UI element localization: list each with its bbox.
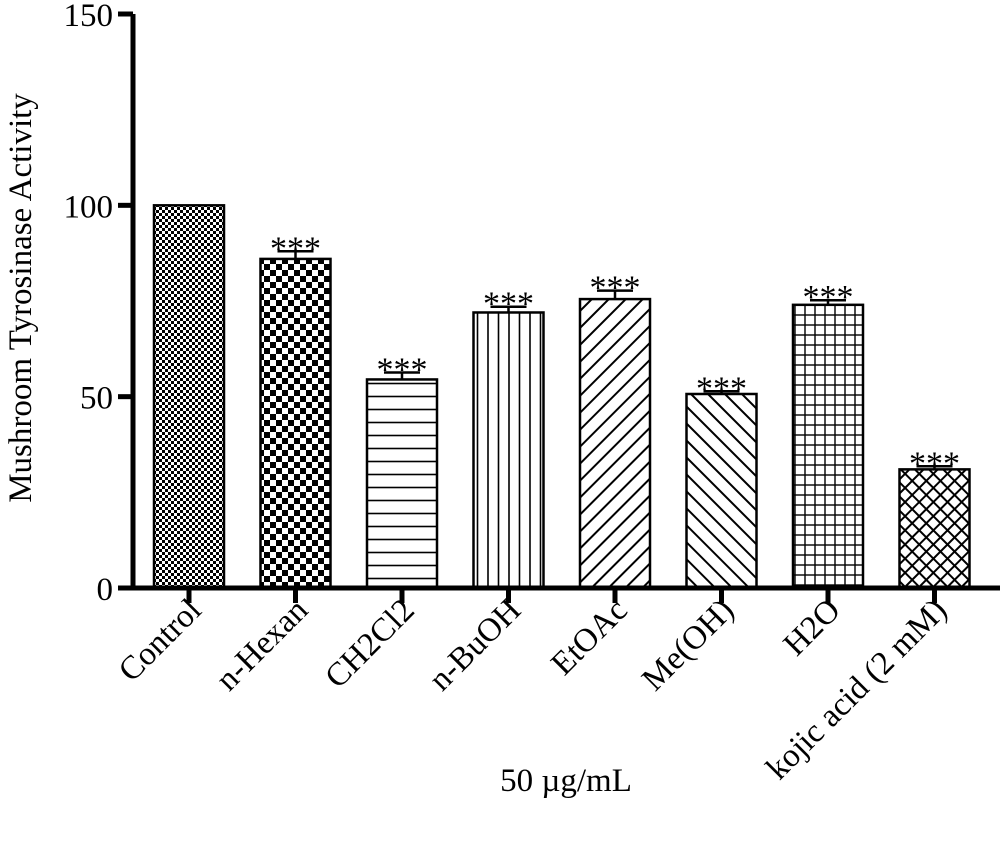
significance-labels: *** *** *** *** *** *** *** bbox=[270, 230, 960, 482]
error-bars bbox=[277, 250, 953, 470]
category-label: CH2Cl2 bbox=[318, 592, 421, 695]
significance-label: *** bbox=[803, 279, 854, 316]
y-ticks: 0 50 100 150 bbox=[64, 0, 133, 608]
bar bbox=[791, 303, 865, 590]
bar bbox=[898, 468, 971, 590]
category-label: kojic acid (2 mM) bbox=[760, 592, 955, 787]
bar bbox=[472, 311, 545, 590]
category-label: H2O bbox=[777, 592, 848, 663]
category-label: n-Hexan bbox=[209, 592, 315, 698]
y-tick-label: 100 bbox=[64, 189, 114, 225]
bar bbox=[259, 257, 332, 590]
significance-label: *** bbox=[270, 230, 321, 267]
significance-label: *** bbox=[590, 270, 641, 307]
y-axis-title: Mushroom Tyrosinase Activity bbox=[3, 93, 39, 503]
x-axis-title: 50 µg/mL bbox=[500, 763, 632, 799]
y-tick-label: 0 bbox=[97, 572, 114, 608]
significance-label: *** bbox=[696, 370, 747, 407]
bar bbox=[685, 392, 758, 590]
bar bbox=[365, 378, 439, 590]
y-tick-label: 150 bbox=[64, 0, 114, 34]
category-labels: Control n-Hexan CH2Cl2 n-BuOH EtOAc Me(OH) H2O… bbox=[112, 592, 954, 787]
bar bbox=[578, 297, 652, 590]
significance-label: *** bbox=[483, 286, 534, 323]
x-ticks bbox=[186, 588, 937, 603]
y-tick-label: 50 bbox=[80, 381, 113, 417]
category-label: Control bbox=[112, 592, 209, 689]
significance-label: *** bbox=[377, 352, 428, 389]
bar bbox=[152, 204, 226, 590]
category-label: n-BuOH bbox=[422, 592, 528, 698]
category-label: EtOAc bbox=[544, 592, 634, 682]
significance-label: *** bbox=[909, 445, 960, 482]
category-label: Me(OH) bbox=[635, 592, 741, 698]
